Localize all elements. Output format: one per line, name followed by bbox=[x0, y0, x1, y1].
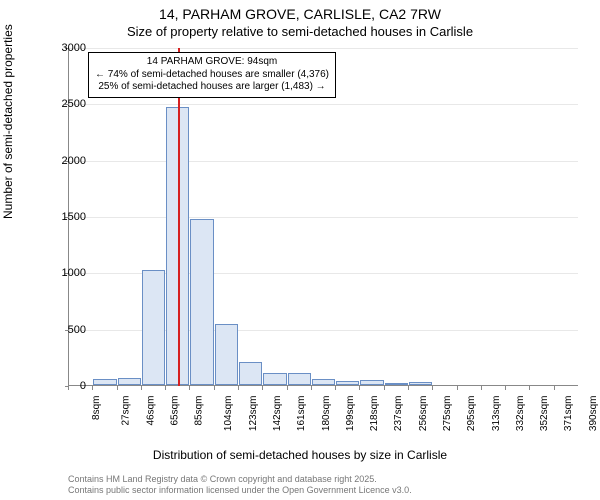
xtick-label: 371sqm bbox=[564, 396, 575, 432]
xtick-label: 8sqm bbox=[91, 396, 102, 420]
gridline bbox=[69, 217, 578, 218]
gridline bbox=[69, 104, 578, 105]
ytick-label: 2000 bbox=[46, 155, 86, 167]
xtick-mark bbox=[457, 386, 458, 390]
xtick-mark bbox=[189, 386, 190, 390]
xtick-mark bbox=[68, 386, 69, 390]
histogram-bar bbox=[239, 362, 262, 385]
gridline bbox=[69, 161, 578, 162]
xtick-mark bbox=[311, 386, 312, 390]
ytick-label: 500 bbox=[46, 324, 86, 336]
xtick-label: 123sqm bbox=[248, 396, 259, 432]
chart-title-main: 14, PARHAM GROVE, CARLISLE, CA2 7RW bbox=[0, 6, 600, 22]
xtick-label: 180sqm bbox=[321, 396, 332, 432]
xtick-mark bbox=[554, 386, 555, 390]
gridline bbox=[69, 48, 578, 49]
xtick-mark bbox=[287, 386, 288, 390]
ytick-label: 0 bbox=[46, 380, 86, 392]
xtick-mark bbox=[505, 386, 506, 390]
xtick-label: 104sqm bbox=[224, 396, 235, 432]
histogram-bar bbox=[360, 380, 383, 385]
xtick-label: 218sqm bbox=[369, 396, 380, 432]
xtick-label: 390sqm bbox=[588, 396, 599, 432]
xtick-label: 27sqm bbox=[121, 396, 132, 426]
histogram-bar bbox=[93, 379, 116, 385]
xtick-mark bbox=[141, 386, 142, 390]
xtick-label: 256sqm bbox=[418, 396, 429, 432]
footer-attribution: Contains HM Land Registry data © Crown c… bbox=[68, 474, 412, 497]
property-marker-line bbox=[178, 48, 180, 386]
footer-line-2: Contains public sector information licen… bbox=[68, 485, 412, 496]
xtick-mark bbox=[335, 386, 336, 390]
ytick-label: 2500 bbox=[46, 98, 86, 110]
xtick-mark bbox=[359, 386, 360, 390]
x-axis-label: Distribution of semi-detached houses by … bbox=[0, 448, 600, 462]
xtick-label: 295sqm bbox=[466, 396, 477, 432]
ytick-label: 3000 bbox=[46, 42, 86, 54]
ytick-label: 1000 bbox=[46, 267, 86, 279]
xtick-label: 85sqm bbox=[194, 396, 205, 426]
annotation-line-2: ← 74% of semi-detached houses are smalle… bbox=[95, 69, 329, 82]
y-axis-label: Number of semi-detached properties bbox=[1, 24, 15, 219]
ytick-label: 1500 bbox=[46, 211, 86, 223]
xtick-label: 313sqm bbox=[491, 396, 502, 432]
xtick-mark bbox=[92, 386, 93, 390]
xtick-mark bbox=[165, 386, 166, 390]
histogram-bar bbox=[215, 324, 238, 385]
xtick-label: 275sqm bbox=[442, 396, 453, 432]
xtick-mark bbox=[529, 386, 530, 390]
chart-title-sub: Size of property relative to semi-detach… bbox=[0, 24, 600, 39]
xtick-mark bbox=[481, 386, 482, 390]
histogram-bar bbox=[263, 373, 286, 385]
annotation-line-3: 25% of semi-detached houses are larger (… bbox=[95, 81, 329, 94]
xtick-label: 65sqm bbox=[169, 396, 180, 426]
xtick-mark bbox=[238, 386, 239, 390]
xtick-label: 161sqm bbox=[296, 396, 307, 432]
histogram-bar bbox=[409, 382, 432, 385]
xtick-mark bbox=[432, 386, 433, 390]
histogram-bar bbox=[385, 383, 408, 385]
histogram-bar bbox=[288, 373, 311, 385]
histogram-bar bbox=[312, 379, 335, 385]
xtick-label: 352sqm bbox=[539, 396, 550, 432]
xtick-mark bbox=[117, 386, 118, 390]
xtick-label: 142sqm bbox=[272, 396, 283, 432]
histogram-bar bbox=[190, 219, 213, 385]
plot-area bbox=[68, 48, 578, 386]
xtick-label: 332sqm bbox=[515, 396, 526, 432]
xtick-mark bbox=[408, 386, 409, 390]
xtick-label: 46sqm bbox=[145, 396, 156, 426]
xtick-label: 237sqm bbox=[394, 396, 405, 432]
xtick-mark bbox=[262, 386, 263, 390]
histogram-bar bbox=[336, 381, 359, 386]
annotation-box: 14 PARHAM GROVE: 94sqm ← 74% of semi-det… bbox=[88, 52, 336, 98]
xtick-label: 199sqm bbox=[345, 396, 356, 432]
xtick-mark bbox=[214, 386, 215, 390]
histogram-bar bbox=[118, 378, 141, 385]
xtick-mark bbox=[384, 386, 385, 390]
histogram-chart: 14, PARHAM GROVE, CARLISLE, CA2 7RW Size… bbox=[0, 0, 600, 500]
footer-line-1: Contains HM Land Registry data © Crown c… bbox=[68, 474, 412, 485]
annotation-line-1: 14 PARHAM GROVE: 94sqm bbox=[95, 56, 329, 69]
histogram-bar bbox=[142, 270, 165, 385]
